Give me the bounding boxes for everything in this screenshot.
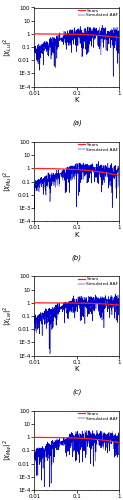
- Text: (b): (b): [72, 254, 82, 261]
- Legend: Sears, Simulated AAF: Sears, Simulated AAF: [78, 278, 118, 286]
- Legend: Sears, Simulated AAF: Sears, Simulated AAF: [78, 412, 118, 420]
- Y-axis label: $|\chi_{Mu}|^2$: $|\chi_{Mu}|^2$: [2, 171, 15, 192]
- Y-axis label: $|\chi_{Lw}|^2$: $|\chi_{Lw}|^2$: [2, 306, 15, 326]
- Legend: Sears, Simulated AAF: Sears, Simulated AAF: [78, 143, 118, 152]
- Y-axis label: $|\chi_{Lu}|^2$: $|\chi_{Lu}|^2$: [2, 37, 15, 57]
- X-axis label: K: K: [75, 366, 79, 372]
- Y-axis label: $|\chi_{Mw}|^2$: $|\chi_{Mw}|^2$: [2, 440, 15, 462]
- Text: (a): (a): [72, 120, 82, 126]
- X-axis label: K: K: [75, 97, 79, 103]
- X-axis label: K: K: [75, 232, 79, 237]
- Text: (c): (c): [72, 389, 82, 396]
- Legend: Sears, Simulated AAF: Sears, Simulated AAF: [78, 8, 118, 18]
